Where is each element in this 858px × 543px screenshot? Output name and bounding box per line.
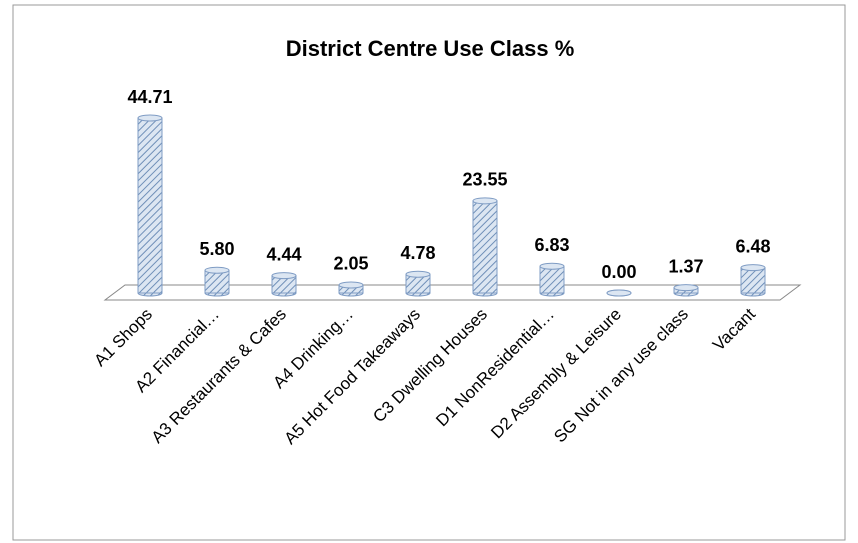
bar-top [606,289,632,297]
bar [472,200,498,294]
value-label: 4.44 [266,244,301,264]
bar-top [740,264,766,272]
bar-top [204,266,230,274]
value-label: 6.48 [735,236,770,256]
value-label: 1.37 [668,256,703,276]
bar-top [539,262,565,270]
value-label: 6.83 [534,235,569,255]
bar [740,267,766,294]
bar-top [405,270,431,278]
chart-title: District Centre Use Class % [286,36,575,61]
bar-top [673,284,699,292]
value-label: 44.71 [127,87,172,107]
value-label: 0.00 [601,262,636,282]
bar-top [338,281,364,289]
value-label: 5.80 [199,239,234,259]
bar [539,265,565,294]
value-label: 4.78 [400,243,435,263]
bar [137,117,163,294]
bar-top [472,197,498,205]
value-label: 2.05 [333,254,368,274]
bar-top [271,272,297,280]
value-label: 23.55 [462,170,507,190]
bar-top [137,114,163,122]
